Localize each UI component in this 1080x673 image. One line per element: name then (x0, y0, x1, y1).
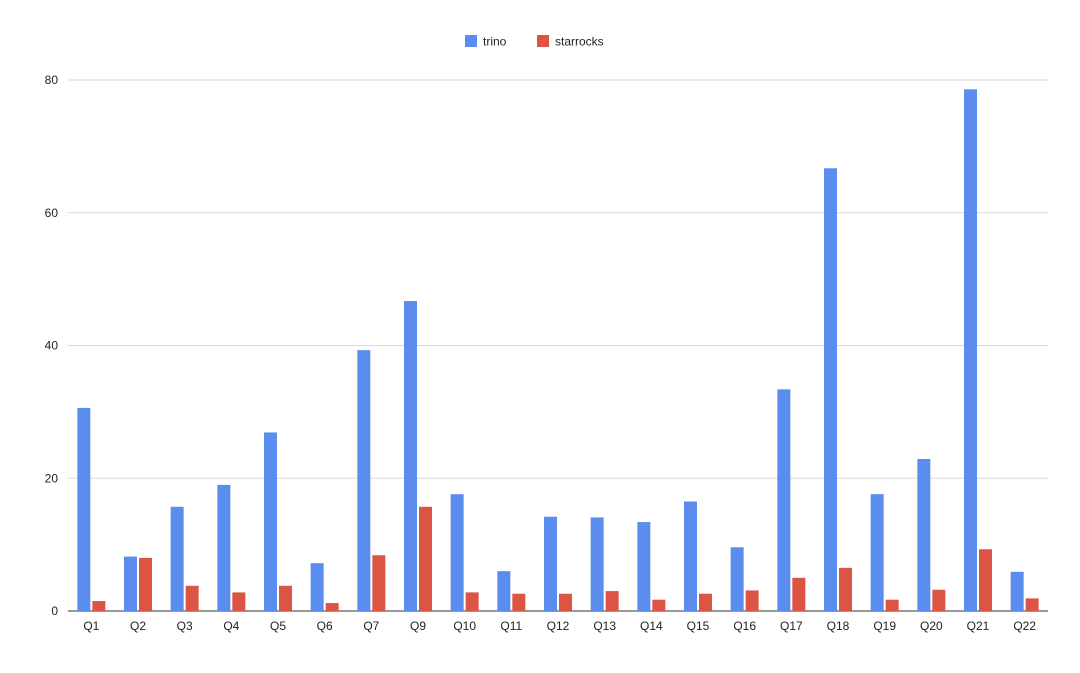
bar-trino-q10[interactable] (450, 494, 464, 611)
x-tick-label: Q7 (363, 619, 379, 633)
x-tick-label: Q20 (920, 619, 943, 633)
bar-starrocks-q11[interactable] (512, 593, 526, 611)
bar-starrocks-q10[interactable] (465, 592, 479, 611)
bar-trino-q18[interactable] (824, 168, 837, 611)
x-tick-label: Q19 (873, 619, 896, 633)
gridlines (68, 79, 1048, 612)
legend-swatch-starrocks (537, 35, 549, 47)
x-tick-label: Q6 (317, 619, 333, 633)
bars (77, 89, 1039, 612)
bar-trino-q3[interactable] (170, 506, 184, 611)
bar-trino-q9[interactable] (404, 301, 417, 611)
x-tick-label: Q4 (223, 619, 239, 633)
bar-trino-q13[interactable] (590, 517, 604, 611)
bar-trino-q21[interactable] (964, 89, 977, 612)
bar-trino-q6[interactable] (310, 563, 324, 611)
bar-starrocks-q1[interactable] (92, 601, 106, 611)
bar-trino-q22[interactable] (1010, 571, 1024, 611)
bar-trino-q16[interactable] (730, 547, 744, 611)
x-tick-label: Q1 (83, 619, 99, 633)
bar-trino-q5[interactable] (264, 432, 277, 611)
x-tick-label: Q10 (453, 619, 476, 633)
y-tick-label: 0 (51, 604, 58, 618)
bar-starrocks-q17[interactable] (792, 577, 806, 611)
bar-starrocks-q3[interactable] (185, 585, 199, 611)
bar-starrocks-q22[interactable] (1025, 598, 1039, 611)
bar-starrocks-q20[interactable] (932, 589, 946, 611)
bar-starrocks-q21[interactable] (979, 549, 992, 611)
bar-starrocks-q4[interactable] (232, 592, 246, 611)
bar-starrocks-q5[interactable] (279, 585, 292, 611)
y-axis: 0 20 40 60 80 (45, 73, 59, 618)
bar-starrocks-q7[interactable] (372, 555, 386, 611)
x-tick-label: Q16 (733, 619, 756, 633)
bar-trino-q7[interactable] (357, 350, 371, 611)
bar-starrocks-q16[interactable] (745, 590, 759, 611)
bar-trino-q19[interactable] (870, 494, 884, 611)
bar-trino-q1[interactable] (77, 407, 91, 611)
x-tick-label: Q12 (547, 619, 570, 633)
bar-trino-q11[interactable] (497, 571, 511, 611)
x-tick-label: Q3 (177, 619, 193, 633)
x-tick-label: Q2 (130, 619, 146, 633)
bar-trino-q14[interactable] (637, 522, 651, 611)
bar-trino-q15[interactable] (684, 501, 697, 611)
x-tick-label: Q22 (1013, 619, 1036, 633)
x-axis: Q1 Q2 Q3 Q4 Q5 Q6 Q7 Q9 Q10 Q11 Q12 Q13 Q14 Q15 Q16 Q17… (83, 619, 1036, 633)
bar-trino-q4[interactable] (217, 484, 231, 611)
x-tick-label: Q14 (640, 619, 663, 633)
bar-starrocks-q12[interactable] (559, 593, 572, 611)
x-tick-label: Q17 (780, 619, 803, 633)
bar-starrocks-q13[interactable] (605, 591, 619, 611)
legend: trino starrocks (465, 35, 604, 49)
legend-label-starrocks: starrocks (555, 35, 604, 49)
bar-starrocks-q18[interactable] (839, 567, 852, 611)
bar-trino-q12[interactable] (544, 516, 557, 611)
legend-label-trino: trino (483, 35, 507, 49)
bar-starrocks-q6[interactable] (325, 603, 339, 611)
bar-starrocks-q9[interactable] (419, 506, 432, 611)
x-tick-label: Q5 (270, 619, 286, 633)
bar-trino-q2[interactable] (124, 556, 137, 611)
bar-starrocks-q15[interactable] (699, 593, 712, 611)
x-tick-label: Q13 (593, 619, 616, 633)
bar-trino-q17[interactable] (777, 389, 791, 611)
x-tick-label: Q21 (967, 619, 990, 633)
y-tick-label: 80 (45, 73, 59, 87)
legend-swatch-trino (465, 35, 477, 47)
x-tick-label: Q11 (500, 619, 522, 633)
y-tick-label: 40 (45, 339, 59, 353)
y-tick-label: 60 (45, 206, 59, 220)
bar-starrocks-q19[interactable] (885, 599, 899, 611)
bar-starrocks-q2[interactable] (139, 557, 152, 611)
y-tick-label: 20 (45, 471, 59, 485)
x-tick-label: Q15 (687, 619, 710, 633)
bar-trino-q20[interactable] (917, 459, 931, 611)
x-tick-label: Q9 (410, 619, 426, 633)
x-tick-label: Q18 (827, 619, 850, 633)
bar-starrocks-q14[interactable] (652, 599, 666, 611)
